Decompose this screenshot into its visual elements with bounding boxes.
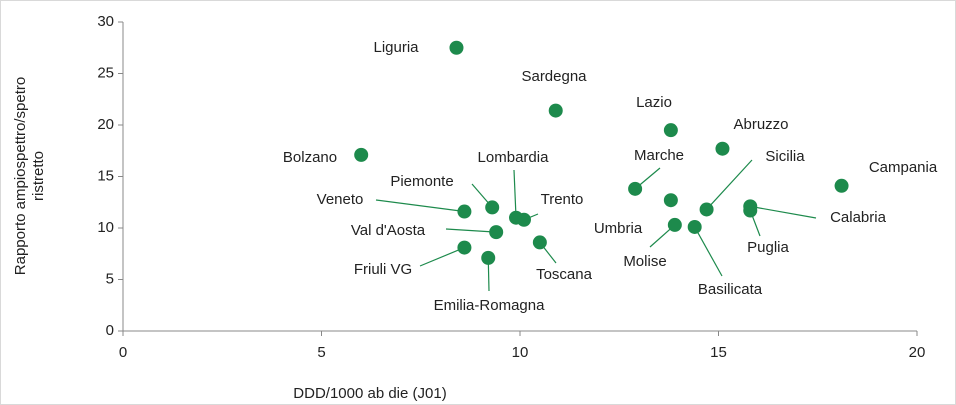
point xyxy=(663,193,678,208)
y-tick-label: 30 xyxy=(97,13,114,30)
point xyxy=(354,147,369,162)
leader-line xyxy=(706,159,753,210)
point-label: Piemonte xyxy=(390,173,453,190)
y-axis-title: Rapporto ampiospettro/spetroristretto xyxy=(12,77,47,275)
x-tick-label: 0 xyxy=(119,344,127,361)
point-label: Liguria xyxy=(373,39,419,56)
point-label: Friuli VG xyxy=(354,261,412,278)
leader-line xyxy=(419,247,465,267)
point-label: Val d'Aosta xyxy=(351,222,426,239)
point xyxy=(715,141,730,156)
point xyxy=(667,217,682,232)
point xyxy=(532,235,547,250)
x-tick-label: 15 xyxy=(710,344,727,361)
leader-line xyxy=(694,226,723,277)
x-tick-label: 20 xyxy=(909,344,926,361)
point xyxy=(489,225,504,240)
point xyxy=(834,178,849,193)
point-label: Calabria xyxy=(830,209,887,226)
point-label: Trento xyxy=(541,191,584,208)
y-tick-label: 0 xyxy=(106,322,114,339)
point xyxy=(687,219,702,234)
leader-line xyxy=(445,228,497,233)
y-tick-label: 10 xyxy=(97,219,114,236)
point-label: Basilicata xyxy=(698,281,763,298)
x-tick-label: 10 xyxy=(512,344,529,361)
y-tick-label: 20 xyxy=(97,116,114,133)
point-label: Toscana xyxy=(536,266,593,283)
point-label: Bolzano xyxy=(283,149,337,166)
point xyxy=(663,123,678,138)
point xyxy=(457,240,472,255)
leader-line xyxy=(375,199,465,213)
point-label: Emilia-Romagna xyxy=(434,297,546,314)
point xyxy=(481,250,496,265)
point-label: Sardegna xyxy=(521,68,587,85)
leader-line xyxy=(513,169,517,218)
point-label: Molise xyxy=(623,253,666,270)
y-tick-label: 25 xyxy=(97,64,114,81)
y-tick-label: 5 xyxy=(106,270,114,287)
point xyxy=(743,199,758,214)
point-label: Campania xyxy=(869,159,938,176)
point xyxy=(449,40,464,55)
y-tick-label: 15 xyxy=(97,167,114,184)
point-label: Marche xyxy=(634,147,684,164)
point-label: Veneto xyxy=(317,191,364,208)
x-axis-title: DDD/1000 ab die (J01) xyxy=(293,385,446,402)
point xyxy=(548,103,563,118)
point xyxy=(516,212,531,227)
point-label: Sicilia xyxy=(765,148,805,165)
point xyxy=(457,204,472,219)
point xyxy=(699,202,714,217)
x-tick-label: 5 xyxy=(317,344,325,361)
point-label: Lazio xyxy=(636,94,672,111)
point-label: Umbria xyxy=(594,220,643,237)
point-label: Abruzzo xyxy=(733,116,788,133)
point xyxy=(485,200,500,215)
point xyxy=(628,181,643,196)
point-label: Lombardia xyxy=(478,149,550,166)
point-label: Puglia xyxy=(747,239,789,256)
leader-line xyxy=(750,205,817,219)
